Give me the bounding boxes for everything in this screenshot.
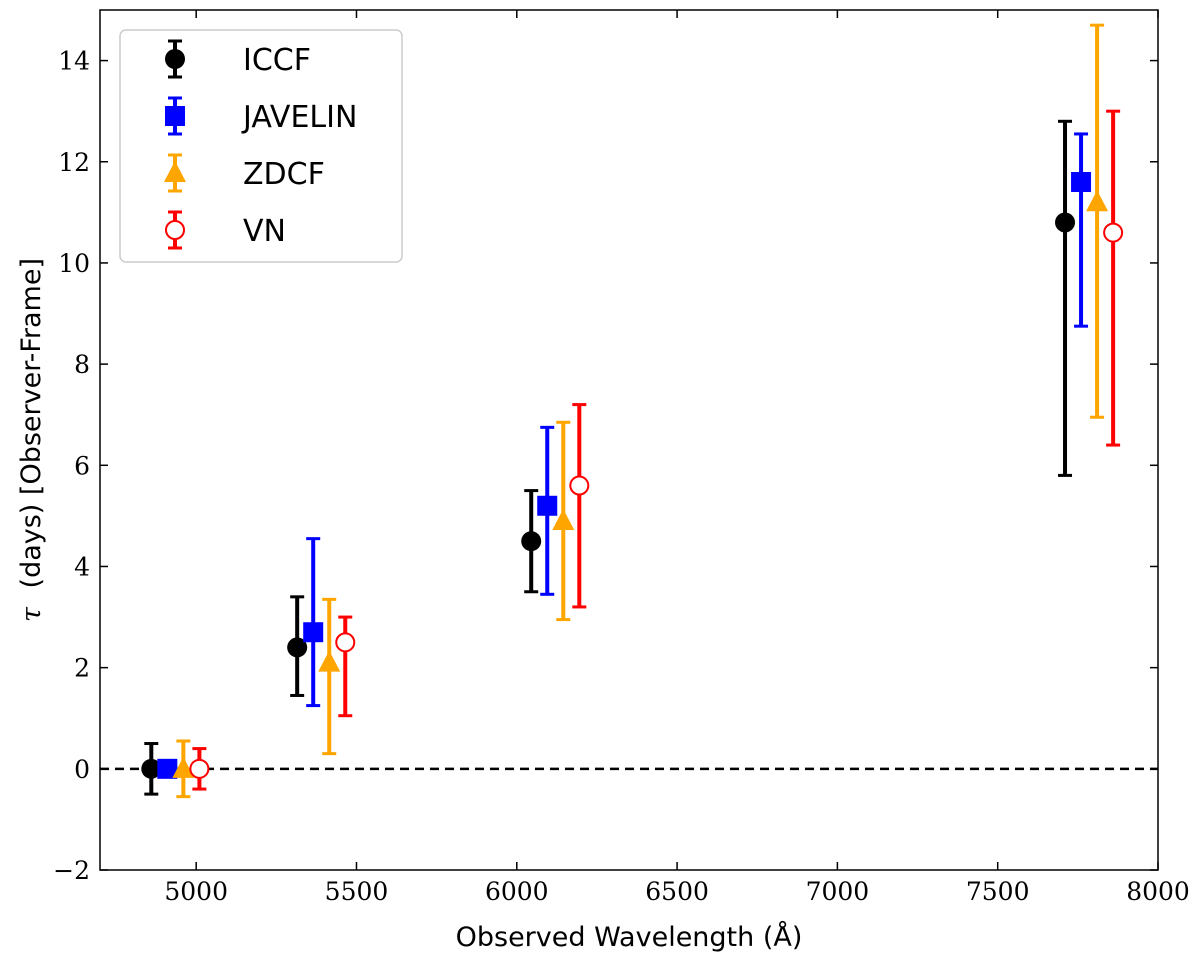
x-tick-label: 7000: [806, 877, 870, 906]
point-vn: [1103, 222, 1124, 243]
legend: ICCF JAVELIN ZDCF VN: [119, 29, 403, 263]
legend-marker-javelin: [165, 106, 185, 126]
point-javelin: [537, 495, 558, 516]
point-zdcf: [552, 508, 575, 530]
x-axis-label: Observed Wavelength (Å): [456, 921, 803, 953]
point-javelin: [303, 622, 324, 643]
y-tick-label: 12: [58, 148, 90, 177]
legend-label-zdcf: ZDCF: [243, 157, 325, 192]
x-tick-label: 5500: [325, 877, 389, 906]
point-iccf: [1055, 212, 1076, 233]
point-zdcf: [1086, 190, 1109, 212]
y-tick-label: 14: [58, 47, 90, 76]
legend-label-javelin: JAVELIN: [241, 100, 357, 135]
y-axis-label-text: (days) [Observer-Frame]: [16, 258, 47, 588]
legend-box: [119, 29, 403, 263]
legend-label-iccf: ICCF: [243, 43, 311, 78]
y-tick-label: 0: [74, 755, 90, 784]
point-vn: [335, 632, 356, 653]
y-tick-label: 2: [74, 654, 90, 683]
y-axis-label-symbol: τ: [16, 606, 47, 622]
y-tick-label: 6: [74, 451, 90, 480]
point-iccf: [521, 531, 542, 552]
y-tick-label: 10: [58, 249, 90, 278]
point-zdcf: [318, 650, 341, 672]
y-axis-label-group: τ (days) [Observer-Frame]: [16, 258, 47, 622]
data-marks: [141, 23, 1124, 799]
point-vn: [569, 475, 590, 496]
point-iccf: [141, 758, 162, 779]
x-tick-label: 6000: [485, 877, 549, 906]
x-tick-label: 6500: [645, 877, 709, 906]
series-iccf: [141, 119, 1076, 796]
series-javelin: [157, 132, 1092, 779]
series-zdcf: [172, 23, 1109, 799]
point-javelin: [157, 758, 178, 779]
x-tick-label: 5000: [164, 877, 228, 906]
plot-frame: [99, 9, 1159, 871]
legend-marker-iccf: [165, 49, 185, 69]
x-tick-label: 7500: [966, 877, 1030, 906]
axis-ticks: 5000 5500 6000 6500 7000 7500 8000 −2 0 2 4 6 8 10 12 1…: [53, 10, 1190, 906]
y-axis-label: τ (days) [Observer-Frame]: [16, 258, 47, 622]
point-iccf: [287, 637, 308, 658]
point-javelin: [1071, 172, 1092, 192]
y-tick-label: −2: [53, 856, 90, 885]
legend-label-vn: VN: [243, 214, 286, 249]
x-tick-label: 8000: [1126, 877, 1190, 906]
legend-marker-zdcf: [164, 161, 186, 182]
point-zdcf: [172, 756, 195, 778]
y-tick-label: 8: [74, 350, 90, 379]
series-vn: [189, 109, 1124, 791]
point-vn: [189, 758, 210, 779]
y-tick-label: 4: [74, 552, 90, 581]
legend-marker-vn: [165, 220, 185, 240]
